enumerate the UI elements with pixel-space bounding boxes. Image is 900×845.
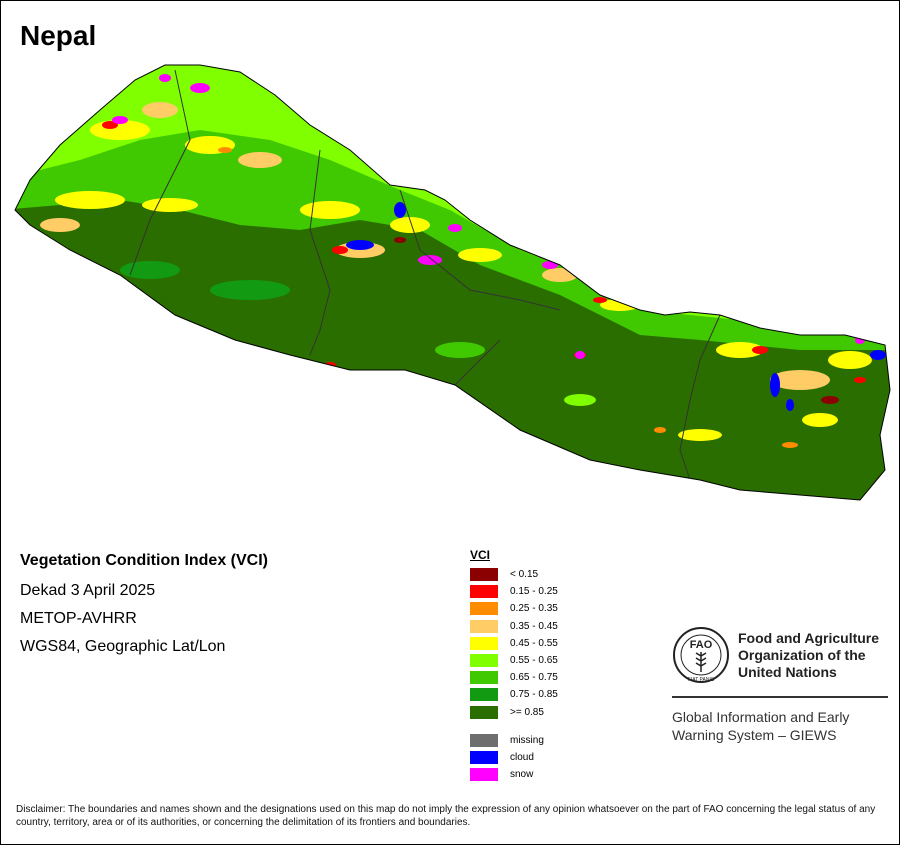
projection-text: WGS84, Geographic Lat/Lon	[20, 638, 226, 655]
legend-swatch	[470, 654, 498, 668]
legend-label: < 0.15	[510, 569, 539, 581]
legend-item: 0.35 - 0.45	[470, 618, 558, 635]
legend-swatch	[470, 585, 498, 599]
divider	[672, 696, 888, 698]
legend-swatch	[470, 619, 498, 633]
index-title: Vegetation Condition Index (VCI)	[20, 552, 268, 569]
legend-label: 0.75 - 0.85	[510, 689, 558, 701]
legend-item: < 0.15	[470, 566, 558, 583]
legend-swatch-extra	[470, 750, 498, 764]
legend-item: 0.45 - 0.55	[470, 635, 558, 652]
legend-label: >= 0.85	[510, 706, 544, 718]
snow-cloud-patches	[112, 74, 886, 411]
legend-item-missing: missing	[470, 732, 558, 749]
legend-item-snow: snow	[470, 766, 558, 783]
map-info: Vegetation Condition Index (VCI) Dekad 3…	[20, 552, 268, 666]
nepal-map	[14, 64, 891, 501]
sensor-text: METOP-AVHRR	[20, 610, 137, 627]
legend-label: 0.25 - 0.35	[510, 603, 558, 615]
legend-label: snow	[510, 769, 534, 781]
giews-name: Global Information and Early Warning Sys…	[672, 709, 850, 743]
legend-item: 0.65 - 0.75	[470, 669, 558, 686]
legend-label: missing	[510, 734, 544, 746]
legend-swatch	[470, 568, 498, 582]
legend: VCI < 0.15 0.15 - 0.25 0.25 - 0.35 0.35 …	[470, 548, 558, 783]
svg-text:FIAT PANIS: FIAT PANIS	[688, 677, 715, 683]
legend-item: 0.25 - 0.35	[470, 600, 558, 617]
legend-swatch	[470, 671, 498, 685]
map-title: Nepal	[20, 20, 97, 51]
legend-label: cloud	[510, 751, 534, 763]
fao-block: FAO FIAT PANIS Food and Agriculture Orga…	[672, 626, 888, 744]
legend-title: VCI	[470, 548, 491, 562]
disclaimer-text: Disclaimer: The boundaries and names sho…	[16, 804, 876, 828]
org-name: Food and Agriculture Organization of the…	[738, 629, 880, 680]
fao-logo-icon: FAO FIAT PANIS	[673, 627, 729, 683]
legend-item: 0.75 - 0.85	[470, 686, 558, 703]
legend-swatch	[470, 688, 498, 702]
svg-text:FAO: FAO	[690, 639, 713, 651]
legend-swatch	[470, 602, 498, 616]
legend-label: 0.45 - 0.55	[510, 637, 558, 649]
legend-swatch-extra	[470, 733, 498, 747]
legend-label: 0.65 - 0.75	[510, 672, 558, 684]
legend-label: 0.15 - 0.25	[510, 586, 558, 598]
legend-item: 0.55 - 0.65	[470, 652, 558, 669]
legend-swatch-extra	[470, 768, 498, 782]
map-area	[0, 50, 900, 520]
legend-swatch	[470, 705, 498, 719]
legend-swatch	[470, 636, 498, 650]
legend-item-cloud: cloud	[470, 749, 558, 766]
legend-item: >= 0.85	[470, 704, 558, 721]
legend-label: 0.35 - 0.45	[510, 620, 558, 632]
period-text: Dekad 3 April 2025	[20, 582, 156, 599]
province-boundaries	[129, 69, 721, 481]
legend-label: 0.55 - 0.65	[510, 655, 558, 667]
legend-item: 0.15 - 0.25	[470, 583, 558, 600]
